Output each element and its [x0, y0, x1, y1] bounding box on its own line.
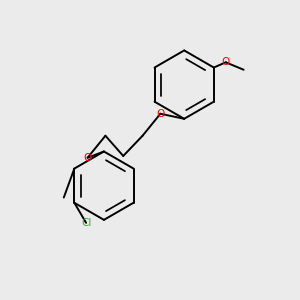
Text: Cl: Cl: [81, 218, 91, 228]
Text: O: O: [156, 109, 164, 119]
Text: O: O: [222, 57, 230, 67]
Text: O: O: [83, 153, 92, 163]
